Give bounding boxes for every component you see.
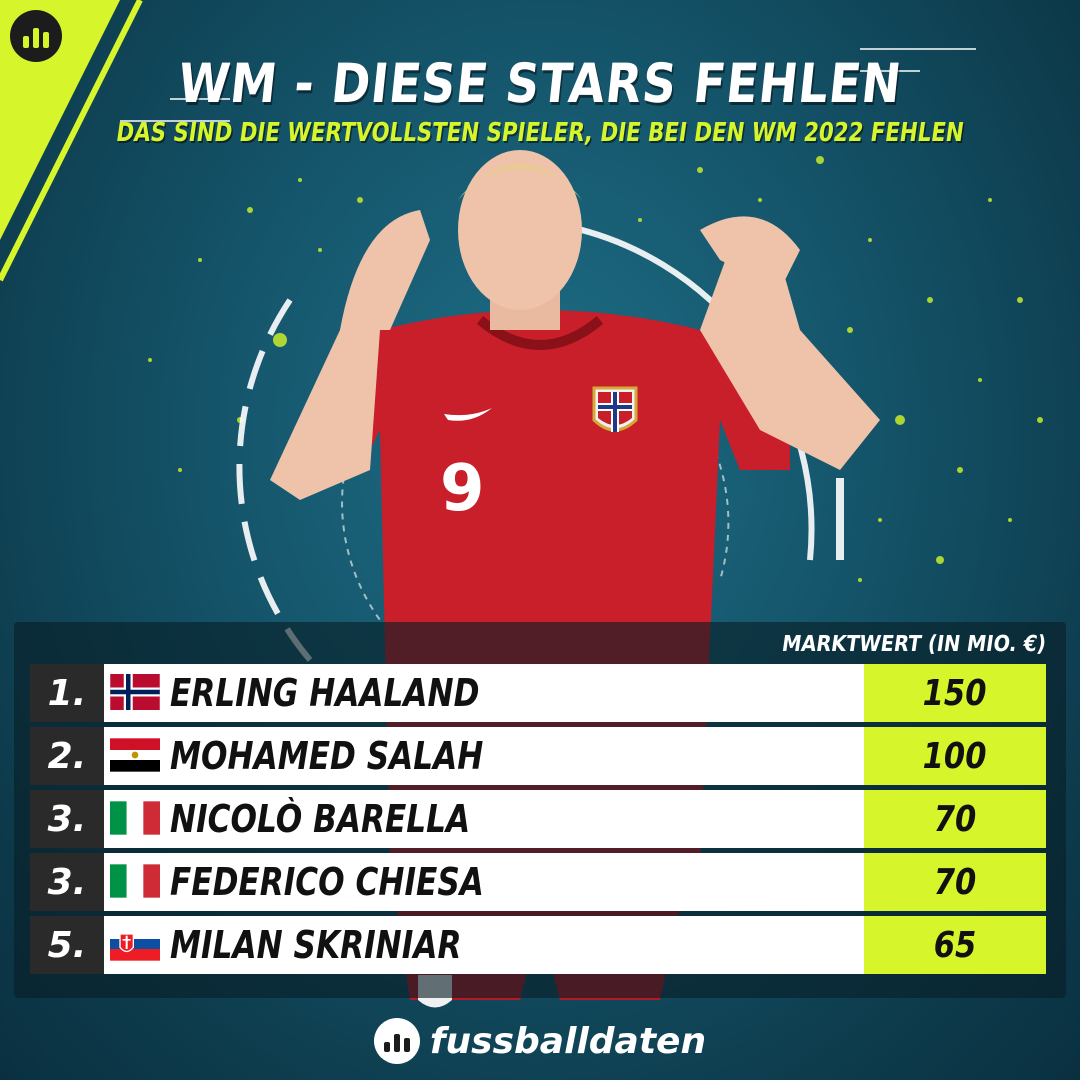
title-line-right	[860, 70, 920, 72]
norway-flag-icon	[110, 674, 160, 710]
player-name: FEDERICO CHIESA	[170, 860, 484, 904]
table-row: 5. MILAN SKRINIAR 65	[30, 916, 1046, 974]
name-cell: ERLING HAALAND	[104, 664, 864, 722]
title-line-left	[120, 120, 230, 122]
name-cell: MILAN SKRINIAR	[104, 916, 864, 974]
table-row: 3. FEDERICO CHIESA 70	[30, 853, 1046, 911]
player-name: NICOLÒ BARELLA	[170, 797, 471, 841]
page-title: WM - DIESE STARS FEHLEN	[175, 52, 905, 115]
rank-cell: 2.	[30, 727, 104, 785]
jersey-number: 9	[440, 452, 485, 526]
player-name: ERLING HAALAND	[170, 671, 480, 715]
fussballdaten-logo-icon	[373, 1018, 420, 1064]
brand-name: fussballdaten	[429, 1020, 707, 1062]
rank-cell: 3.	[30, 853, 104, 911]
market-value-cell: 70	[864, 790, 1046, 848]
rank-cell: 5.	[30, 916, 104, 974]
footer-brand: fussballdaten	[0, 1018, 1080, 1064]
fussballdaten-logo-icon	[10, 10, 62, 62]
market-value-cell: 65	[864, 916, 1046, 974]
slovakia-flag-icon	[110, 927, 160, 961]
page-subtitle: DAS SIND DIE WERTVOLLSTEN SPIELER, DIE B…	[114, 118, 966, 148]
market-value: 100	[923, 735, 987, 777]
table-row: 2. MOHAMED SALAH 100	[30, 727, 1046, 785]
table-row: 1. ERLING HAALAND 150	[30, 664, 1046, 722]
market-value-header: MARKTWERT (IN MIO. €)	[780, 632, 1048, 657]
egypt-flag-icon	[110, 738, 160, 772]
player-name: MOHAMED SALAH	[170, 734, 484, 778]
market-value-cell: 150	[864, 664, 1046, 722]
market-value: 70	[933, 861, 977, 903]
name-cell: NICOLÒ BARELLA	[104, 790, 864, 848]
title-line-right	[860, 48, 976, 50]
table-row: 3. NICOLÒ BARELLA 70	[30, 790, 1046, 848]
market-value: 70	[933, 798, 977, 840]
rank-cell: 1.	[30, 664, 104, 722]
market-value-cell: 100	[864, 727, 1046, 785]
market-value: 65	[933, 924, 977, 966]
player-name: MILAN SKRINIAR	[170, 923, 462, 967]
market-value-cell: 70	[864, 853, 1046, 911]
italy-flag-icon	[110, 801, 160, 835]
name-cell: FEDERICO CHIESA	[104, 853, 864, 911]
rank-cell: 3.	[30, 790, 104, 848]
title-line-left	[170, 98, 230, 100]
name-cell: MOHAMED SALAH	[104, 727, 864, 785]
market-value: 150	[923, 672, 987, 714]
italy-flag-icon	[110, 864, 160, 898]
